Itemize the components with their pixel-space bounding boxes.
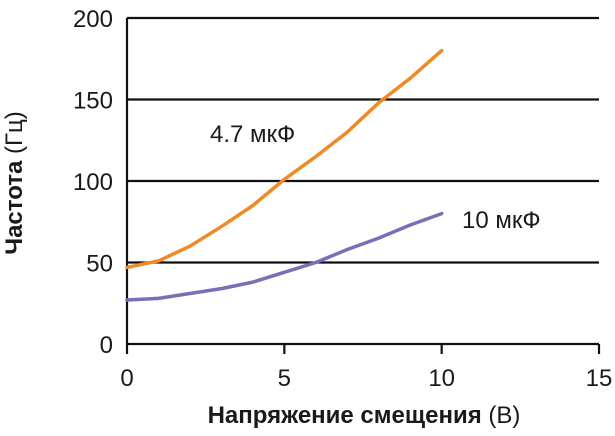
y-axis-title-main: Частота: [1, 160, 28, 255]
y-tick-labels: 0 50 100 150 200: [73, 6, 113, 359]
x-axis-title-main: Напряжение смещения: [208, 402, 482, 429]
axes: [125, 18, 601, 354]
x-tick-labels: 0 5 10 15: [120, 365, 612, 392]
series-label-10-uf: 10 мкФ: [462, 207, 541, 234]
x-tick-label-15: 15: [586, 365, 613, 392]
series-line-4-7-uf: [125, 48, 444, 270]
y-tick-label-50: 50: [86, 251, 113, 278]
series-line-10-uf: [125, 211, 444, 302]
x-tick-label-10: 10: [428, 365, 455, 392]
y-axis-title: Частота (Гц): [1, 111, 28, 255]
series-lines: [125, 48, 444, 302]
y-tick-label-100: 100: [73, 169, 113, 196]
x-tick-label-5: 5: [278, 365, 291, 392]
x-tick-label-0: 0: [120, 365, 133, 392]
x-axis-title-unit: (В): [488, 402, 520, 429]
y-tick-label-150: 150: [73, 88, 113, 115]
gridlines: [127, 16, 599, 264]
y-tick-label-200: 200: [73, 6, 113, 33]
x-axis-title: Напряжение смещения (В): [208, 402, 521, 429]
y-axis-title-unit: (Гц): [1, 111, 28, 154]
y-tick-label-0: 0: [100, 332, 113, 359]
series-label-4-7-uf: 4.7 мкФ: [210, 121, 295, 148]
